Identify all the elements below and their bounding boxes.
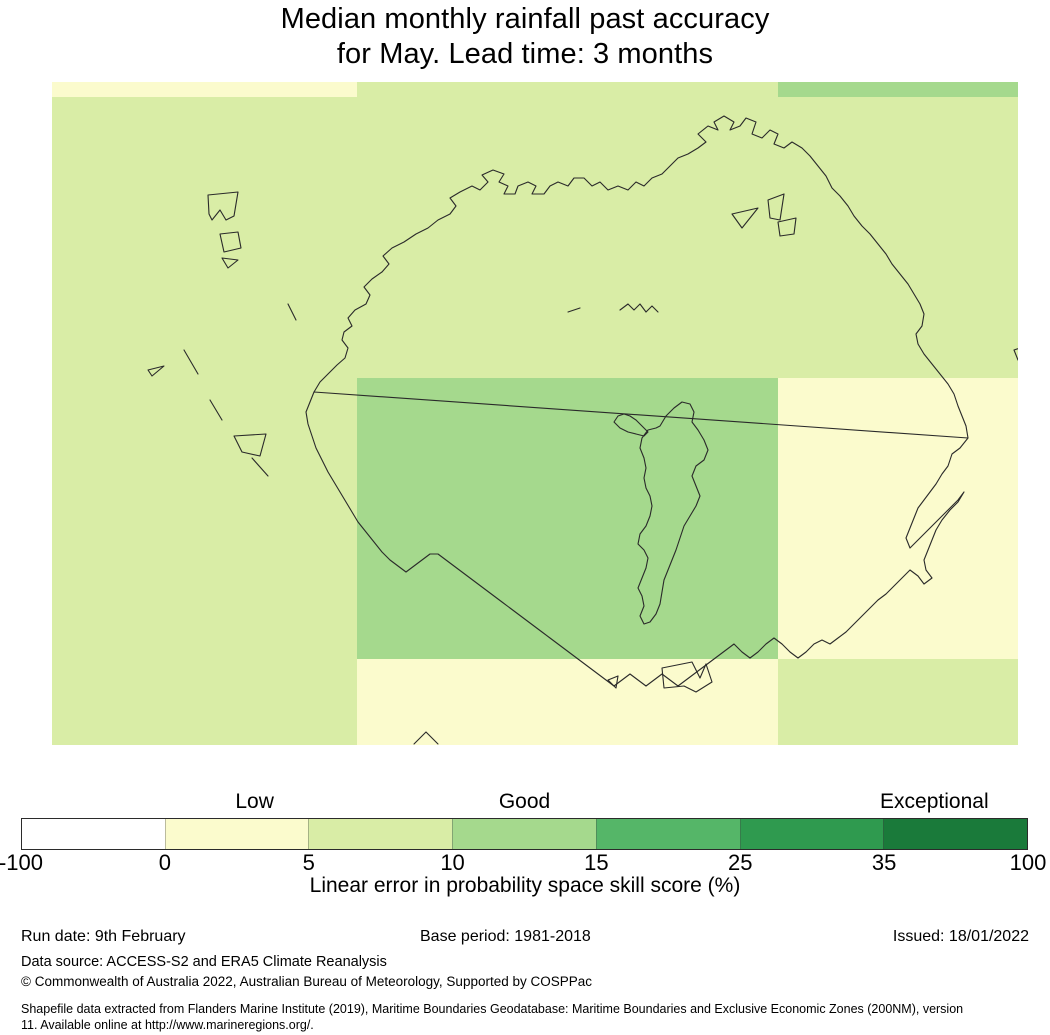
skill-cell [357, 97, 779, 378]
colorbar-tick-label: 5 [302, 850, 315, 875]
skill-cell [778, 377, 1018, 659]
skill-cell [52, 97, 358, 745]
skill-cell [778, 658, 1018, 745]
colorbar [21, 818, 1028, 850]
skill-category-labels: Low Good Exceptional [0, 790, 1050, 816]
skill-cell [357, 658, 779, 745]
run-date-text: Run date: 9th February [21, 928, 186, 945]
map-plot-area [52, 82, 1018, 745]
skill-category-label: Exceptional [880, 790, 989, 813]
shapefile-attribution-line-1: Shapefile data extracted from Flanders M… [21, 1002, 964, 1016]
copyright-line: © Commonwealth of Australia 2022, Austra… [21, 974, 593, 989]
skill-cell [52, 82, 358, 98]
issued-date-text: Issued: 18/01/2022 [892, 928, 1029, 945]
colorbar-tick-label: 0 [158, 850, 171, 875]
footer-meta-row: Run date: 9th February Base period: 1981… [0, 928, 1050, 952]
footer: Run date: 9th February Base period: 1981… [0, 928, 1050, 1035]
colorbar-tick-label: -100 [0, 850, 44, 875]
skill-cell [778, 82, 1018, 98]
title-line-2: for May. Lead time: 3 months [336, 38, 714, 70]
skill-category-label: Good [498, 790, 551, 813]
colorbar-segment [308, 819, 453, 849]
colorbar-tick-label: 25 [728, 850, 753, 875]
colorbar-tick-label: 10 [440, 850, 465, 875]
shapefile-attribution-line-2: 11. Available online at http://www.marin… [21, 1018, 314, 1032]
colorbar-ticks: -100 0 5 10 15 25 35 100 [0, 850, 1050, 878]
colorbar-tick-label: 15 [584, 850, 609, 875]
colorbar-segment [22, 819, 165, 849]
base-period-text: Base period: 1981-2018 [420, 928, 591, 945]
page-title: Median monthly rainfall past accuracy fo… [0, 2, 1050, 72]
colorbar-segment [595, 819, 740, 849]
skill-category-label: Low [235, 790, 274, 813]
colorbar-segment [164, 819, 309, 849]
title-line-1: Median monthly rainfall past accuracy [280, 3, 770, 35]
colorbar-tick-label: 35 [871, 850, 897, 875]
colorbar-tick-label: 100 [1009, 850, 1047, 875]
colorbar-legend: Low Good Exceptional -100 0 5 10 15 25 35 100 Lin… [0, 790, 1050, 900]
skill-cell [357, 377, 779, 659]
colorbar-segment [739, 819, 884, 849]
data-source-line-1: Data source: ACCESS-S2 and ERA5 Climate … [21, 954, 387, 970]
skill-cell [357, 82, 779, 98]
colorbar-segment [883, 819, 1028, 849]
colorbar-segment [452, 819, 596, 849]
colorbar-axis-label: Linear error in probability space skill … [309, 874, 741, 897]
skill-cell [778, 97, 1018, 378]
